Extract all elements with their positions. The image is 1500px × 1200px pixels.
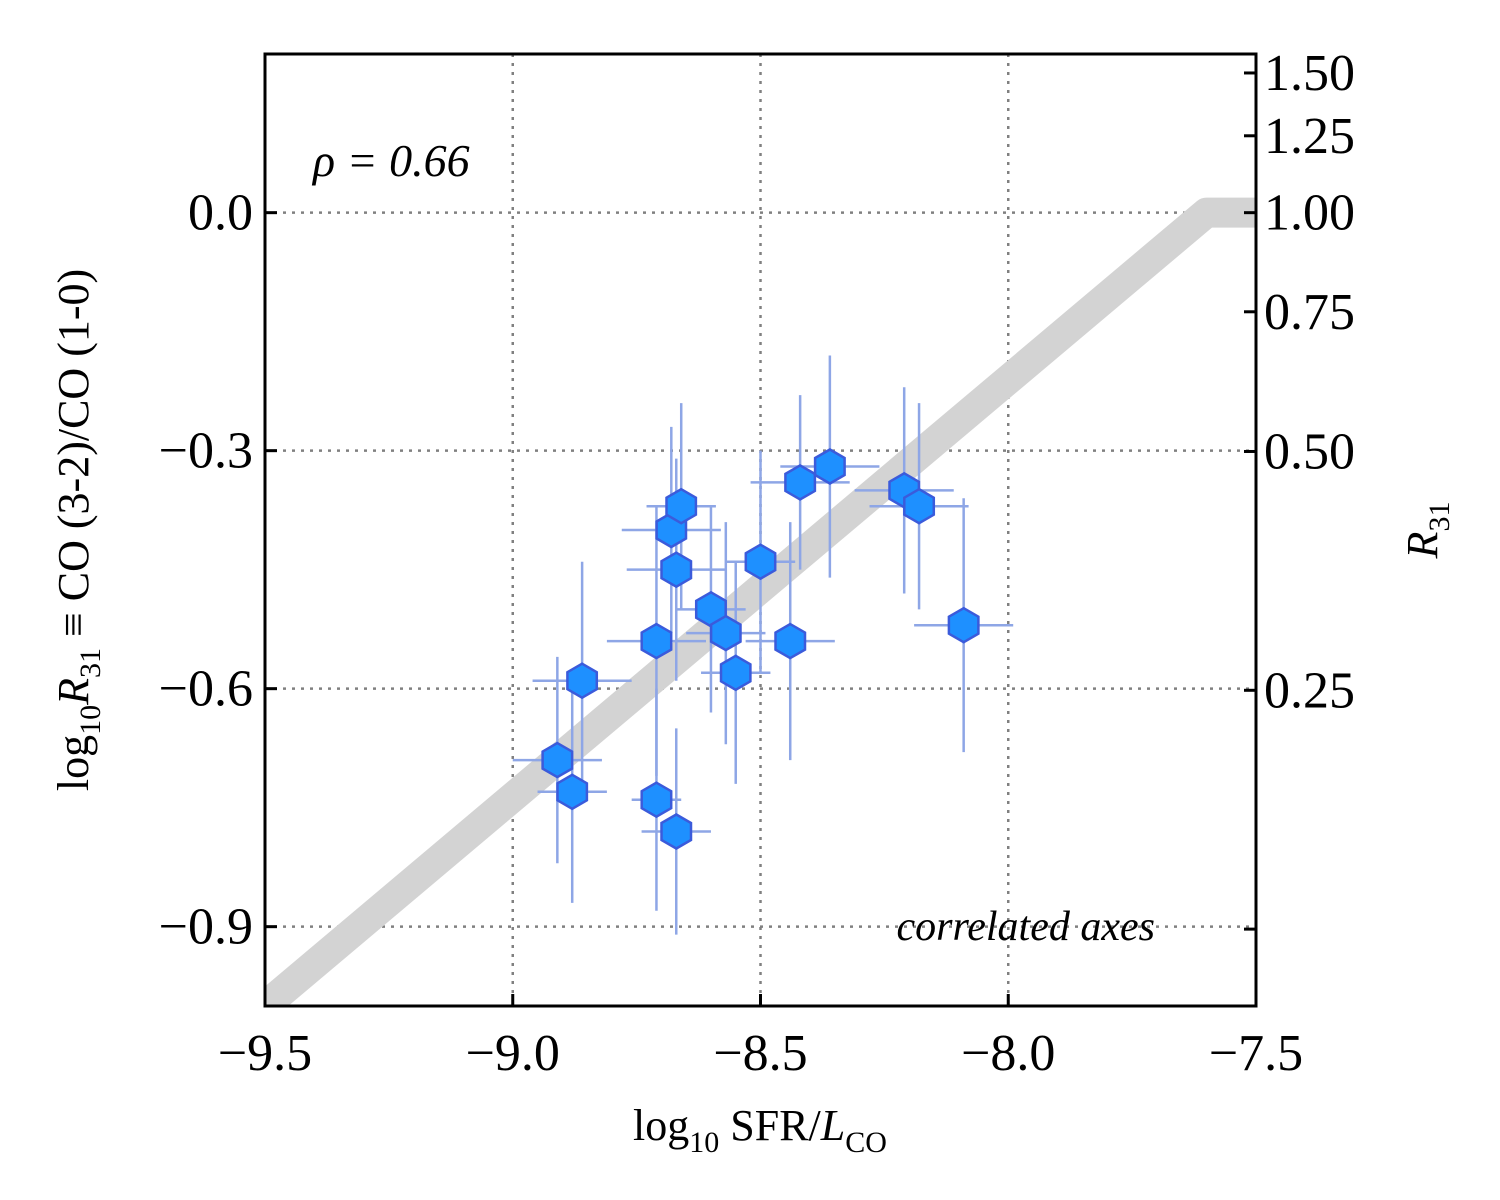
x-tick-label: −8.5 — [713, 1025, 807, 1082]
y2-tick-label: 1.00 — [1264, 185, 1355, 242]
y2-axis-label: R31 — [1398, 502, 1456, 560]
data-point — [784, 463, 817, 501]
y2-tick-label: 0.25 — [1264, 662, 1355, 719]
point-layer — [541, 448, 980, 850]
data-point — [566, 662, 599, 700]
data-point — [744, 543, 777, 581]
y-tick-label: −0.9 — [159, 899, 253, 956]
x-axis-label: log10 SFR/LCO — [633, 1101, 887, 1159]
data-point — [556, 773, 589, 811]
data-point — [719, 654, 752, 692]
data-point — [660, 551, 693, 589]
data-point — [665, 487, 698, 525]
y-tick-label: −0.3 — [159, 423, 253, 480]
y-axis-label: log10R31 ≡ CO (3-2)/CO (1-0) — [49, 269, 107, 791]
data-point — [541, 741, 574, 779]
rho-annotation: ρ = 0.66 — [311, 135, 470, 186]
y-tick-label: −0.6 — [159, 661, 253, 718]
y2-tick-label: 1.50 — [1264, 45, 1355, 102]
reference-line-layer — [265, 197, 1256, 1006]
data-point — [903, 487, 936, 525]
x-tick-label: −9.5 — [218, 1025, 312, 1082]
data-point — [640, 781, 673, 819]
data-point — [640, 622, 673, 660]
y2-tick-label: 0.50 — [1264, 423, 1355, 480]
reference-line — [265, 197, 1256, 1006]
x-tick-label: −8.0 — [961, 1025, 1055, 1082]
ticks: −9.5 −9.0 −8.5 −8.0 −7.5 0.0 −0.3 −0.6 −0.9 1.50 1… — [159, 45, 1355, 1082]
data-point — [660, 813, 693, 850]
x-tick-label: −9.0 — [466, 1025, 560, 1082]
y2-tick-label: 0.75 — [1264, 284, 1355, 341]
y2-tick-label: 1.25 — [1264, 108, 1355, 165]
data-point — [947, 606, 980, 644]
y-tick-label: 0.0 — [188, 185, 253, 242]
data-point — [774, 622, 807, 660]
x-tick-label: −7.5 — [1209, 1025, 1303, 1082]
data-point — [813, 448, 846, 485]
data-point — [709, 614, 742, 652]
correlated-axes-annotation: correlated axes — [896, 904, 1155, 950]
